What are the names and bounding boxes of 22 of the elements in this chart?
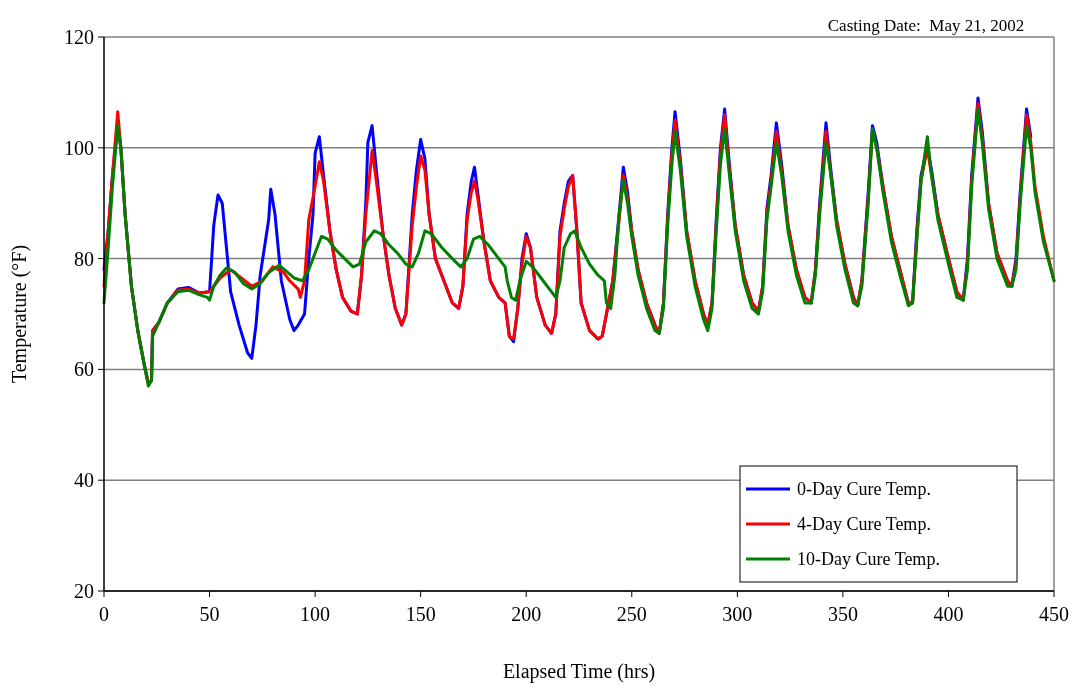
- x-tick-label: 50: [199, 603, 220, 625]
- x-tick-label: 350: [827, 603, 858, 625]
- y-tick-label: 100: [64, 136, 94, 159]
- legend-label: 10-Day Cure Temp.: [797, 549, 940, 570]
- x-tick-label: 200: [511, 603, 542, 625]
- text: Casting Date: May 21, 2002: [827, 16, 1025, 35]
- x-tick-label: 100: [300, 603, 331, 625]
- x-tick-label: 300: [722, 603, 753, 625]
- legend-label: 0-Day Cure Temp.: [797, 479, 931, 500]
- x-tick-label: 0: [99, 603, 109, 625]
- x-tick-label: 450: [1039, 603, 1069, 625]
- y-tick-label: 120: [64, 26, 94, 48]
- x-tick-label: 400: [933, 603, 964, 625]
- x-axis-title: Elapsed Time (hrs): [502, 660, 656, 683]
- y-axis-title: Temperature (°F): [8, 244, 31, 384]
- y-tick-label: 80: [74, 247, 94, 270]
- legend-label: 4-Day Cure Temp.: [797, 514, 931, 535]
- x-tick-label: 250: [616, 603, 647, 625]
- y-tick-label: 60: [74, 358, 94, 381]
- y-tick-label: 20: [74, 580, 94, 602]
- y-tick-label: 40: [74, 469, 94, 492]
- x-tick-label: 150: [405, 603, 436, 625]
